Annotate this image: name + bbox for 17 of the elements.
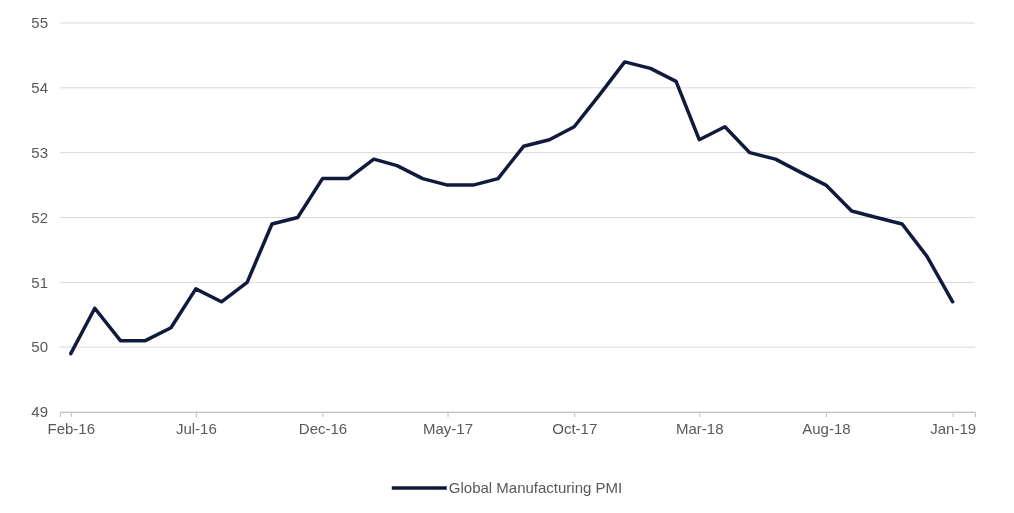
x-tick-label: Mar-18 bbox=[676, 419, 724, 437]
x-tick-label: Aug-18 bbox=[802, 419, 851, 437]
x-tick-label: Feb-16 bbox=[47, 419, 96, 437]
legend-label: Global Manufacturing PMI bbox=[448, 479, 623, 496]
x-tick-label: May-17 bbox=[423, 419, 474, 437]
x-tick-label: Jul-16 bbox=[175, 419, 217, 437]
y-tick-label: 51 bbox=[31, 273, 48, 291]
y-tick-label: 54 bbox=[31, 79, 48, 97]
x-tick-label: Jan-19 bbox=[930, 419, 977, 437]
line-series bbox=[69, 60, 955, 356]
y-tick-label: 52 bbox=[31, 208, 48, 226]
y-tick-label: 53 bbox=[31, 143, 48, 161]
y-tick-label: 50 bbox=[31, 338, 48, 356]
y-tick-label: 55 bbox=[31, 14, 48, 32]
x-tick-label: Oct-17 bbox=[552, 419, 598, 437]
x-tick-label: Dec-16 bbox=[298, 419, 348, 437]
y-tick-label: 49 bbox=[31, 403, 48, 421]
